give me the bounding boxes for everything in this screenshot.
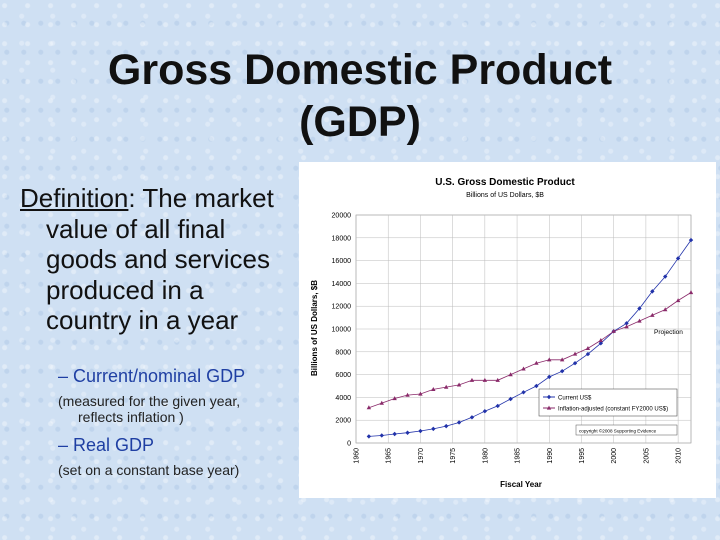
current-data-point bbox=[431, 426, 436, 432]
real-data-point bbox=[418, 391, 423, 396]
x-tick-label: 1985 bbox=[515, 448, 522, 464]
projection-annotation: Projection bbox=[654, 329, 683, 336]
real-data-point bbox=[482, 377, 488, 382]
chart-copyright-box bbox=[575, 424, 678, 436]
real-data-point bbox=[585, 345, 591, 350]
real-data-point bbox=[521, 366, 526, 371]
current-data-point bbox=[585, 351, 591, 357]
real-data-point bbox=[663, 307, 668, 312]
real-data-point bbox=[508, 372, 513, 377]
definition-line-1: Definition: The market bbox=[20, 183, 300, 214]
current-data-point bbox=[469, 415, 475, 420]
y-tick-label: 2000 bbox=[335, 418, 351, 425]
x-tick-label: 1960 bbox=[354, 448, 361, 464]
legend-marker-real bbox=[546, 405, 552, 410]
real-data-point bbox=[431, 387, 436, 392]
real-data-point bbox=[624, 324, 629, 329]
note-real: (set on a constant base year) bbox=[58, 462, 240, 478]
real-data-point bbox=[392, 396, 397, 401]
real-data-point bbox=[469, 377, 475, 382]
real-data-point bbox=[495, 377, 500, 382]
x-tick-label: 2010 bbox=[676, 448, 683, 464]
y-tick-label: 0 bbox=[347, 441, 351, 448]
series-line-real bbox=[368, 292, 692, 409]
y-tick-label: 10000 bbox=[332, 327, 352, 334]
definition-line-5: country in a year bbox=[46, 305, 239, 335]
legend-marker-current bbox=[546, 394, 552, 400]
y-tick-label: 18000 bbox=[332, 235, 352, 242]
chart-legend-box bbox=[538, 388, 678, 417]
legend-label-real: Inflation-adjusted (constant FY2000 US$) bbox=[558, 407, 668, 413]
x-tick-label: 1980 bbox=[482, 448, 489, 464]
x-tick-label: 1975 bbox=[450, 448, 457, 464]
real-data-point bbox=[675, 298, 681, 303]
definition-line-1-rest: : The market bbox=[128, 183, 274, 213]
current-data-point bbox=[663, 274, 668, 279]
x-tick-label: 1990 bbox=[547, 448, 554, 464]
current-data-point bbox=[379, 433, 384, 438]
real-data-point bbox=[559, 357, 565, 362]
slide-title: Gross Domestic Product (GDP) bbox=[60, 44, 660, 148]
x-tick-label: 1965 bbox=[386, 448, 393, 464]
note-nominal-line-1: (measured for the given year, bbox=[58, 393, 241, 409]
real-data-point bbox=[456, 382, 462, 387]
x-tick-label: 1995 bbox=[579, 448, 586, 464]
chart-subtitle: Billions of US Dollars, $B bbox=[466, 192, 544, 199]
title-line-1: Gross Domestic Product bbox=[107, 46, 613, 94]
current-data-point bbox=[366, 434, 372, 439]
real-data-point bbox=[379, 400, 384, 405]
y-tick-label: 4000 bbox=[335, 395, 351, 402]
y-tick-label: 12000 bbox=[332, 304, 352, 311]
definition-term: Definition bbox=[20, 183, 129, 213]
current-data-point bbox=[392, 431, 397, 437]
real-data-point bbox=[650, 312, 655, 317]
bullet-real-gdp: – Real GDP bbox=[58, 435, 155, 455]
x-axis-label: Fiscal Year bbox=[500, 480, 542, 489]
current-data-point bbox=[624, 321, 629, 326]
chart-title: U.S. Gross Domestic Product bbox=[435, 177, 575, 188]
current-data-point bbox=[688, 237, 694, 243]
x-tick-label: 1970 bbox=[418, 448, 425, 464]
current-data-point bbox=[495, 403, 500, 409]
y-tick-label: 8000 bbox=[335, 349, 351, 356]
chart-copyright: copyright ©2008 Supporting Evidence bbox=[579, 428, 657, 434]
x-tick-label: 2005 bbox=[643, 448, 650, 464]
note-nominal-line-2: reflects inflation ) bbox=[78, 409, 184, 425]
series-line-current bbox=[368, 239, 692, 437]
y-tick-label: 20000 bbox=[332, 213, 352, 220]
current-data-point bbox=[675, 256, 681, 261]
real-data-point bbox=[598, 338, 604, 342]
real-data-point bbox=[443, 384, 449, 389]
x-tick-label: 2000 bbox=[611, 448, 618, 464]
y-tick-label: 14000 bbox=[332, 281, 352, 288]
current-data-point bbox=[405, 430, 410, 435]
definition-line-4: produced in a bbox=[46, 274, 204, 305]
definition-line-3: goods and services bbox=[46, 244, 271, 274]
current-data-point bbox=[572, 361, 578, 366]
bullet-nominal-gdp: – Current/nominal GDP bbox=[58, 366, 246, 386]
real-data-point bbox=[637, 318, 642, 323]
current-data-point bbox=[443, 423, 449, 429]
title-line-2: (GDP) bbox=[299, 98, 421, 146]
y-tick-label: 16000 bbox=[332, 258, 352, 265]
current-data-point bbox=[637, 306, 642, 311]
real-data-point bbox=[405, 392, 410, 397]
legend-label-current: Current US$ bbox=[558, 396, 592, 402]
real-data-point bbox=[688, 290, 694, 295]
real-data-point bbox=[547, 357, 552, 362]
current-data-point bbox=[598, 341, 604, 346]
current-data-point bbox=[418, 428, 423, 434]
definition-line-2: value of all final bbox=[46, 213, 226, 244]
current-data-point bbox=[456, 420, 462, 425]
current-data-point bbox=[521, 390, 526, 395]
gdp-chart-svg: U.S. Gross Domestic Product Billions of … bbox=[310, 177, 694, 489]
definition-text: Definition: The market value of all fina… bbox=[20, 183, 300, 336]
real-data-point bbox=[366, 405, 372, 410]
gdp-chart: U.S. Gross Domestic Product Billions of … bbox=[299, 162, 716, 498]
y-tick-label: 6000 bbox=[335, 372, 351, 379]
real-data-point bbox=[572, 351, 578, 356]
real-data-point bbox=[611, 328, 616, 333]
y-axis-label: Billions of US Dollars, $B bbox=[310, 280, 319, 376]
real-data-point bbox=[534, 360, 539, 365]
